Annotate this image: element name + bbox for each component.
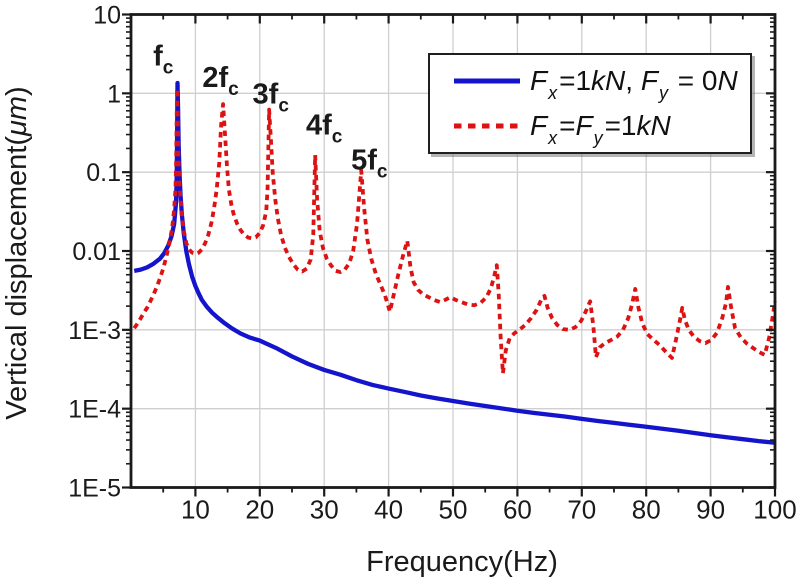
peak-label-sub: c	[377, 161, 388, 182]
legend-item-label: Fx=1kN, Fy = 0N	[530, 64, 738, 102]
legend-item: Fx=1kN, Fy = 0N	[452, 59, 746, 103]
legend-label-part: kN	[591, 64, 626, 96]
legend: Fx=1kN, Fy = 0N Fx=Fy=1kN	[428, 53, 752, 154]
legend-solid-line-swatch	[454, 78, 520, 84]
peak-label: 5fc	[351, 144, 388, 182]
y-axis-label-part: Vertical displacement(	[1, 136, 33, 420]
y-axis-label-part: μm	[1, 96, 33, 137]
x-axis-label: Frequency(Hz)	[366, 546, 558, 578]
legend-label-part: =1	[604, 110, 637, 142]
y-tick-label: 1	[107, 80, 121, 108]
legend-label-part: y	[658, 82, 668, 103]
x-tick-label: 90	[696, 495, 725, 525]
y-tick-label: 1E-5	[68, 475, 121, 503]
legend-label-part: kN	[636, 110, 671, 142]
legend-label-part: F	[530, 64, 548, 96]
axes-layer	[122, 13, 777, 497]
y-axis-label-part: )	[1, 86, 33, 96]
y-axis-label: Vertical displacement(μm)	[1, 86, 33, 419]
legend-label-part: x	[548, 82, 558, 103]
peak-label-main: 2f	[202, 62, 228, 94]
series-line-1	[132, 86, 777, 376]
x-tick-label: 20	[245, 495, 274, 525]
x-tick-label: 50	[439, 495, 468, 525]
legend-dashed-line-swatch	[454, 123, 520, 129]
peak-label-sub: c	[228, 79, 239, 100]
y-tick-label: 0.1	[86, 159, 121, 187]
peak-label-sub: c	[163, 58, 174, 79]
peak-label-sub: c	[332, 127, 343, 148]
x-tick-label: 70	[567, 495, 596, 525]
y-tick-label: 0.01	[72, 238, 121, 266]
peak-label: 4fc	[306, 110, 343, 148]
peak-label-main: 4f	[306, 110, 332, 142]
x-tick-label: 60	[503, 495, 532, 525]
legend-label-part: ,	[625, 64, 641, 96]
x-tick-label: 30	[310, 495, 339, 525]
legend-item-label: Fx=Fy=1kN	[530, 110, 671, 148]
legend-label-part: =	[559, 110, 576, 142]
peak-label-main: f	[153, 41, 163, 73]
legend-label-part: N	[717, 64, 738, 96]
x-tick-label: 100	[753, 495, 796, 525]
legend-label-part: x	[548, 128, 558, 149]
peak-label: 3fc	[253, 78, 290, 116]
legend-label-part: F	[530, 110, 548, 142]
peak-label: 2fc	[202, 62, 239, 100]
x-tick-label: 10	[181, 495, 210, 525]
peak-label-sub: c	[278, 95, 289, 116]
x-tick-label: 80	[632, 495, 661, 525]
peak-label-main: 5f	[351, 144, 377, 176]
tick-label-layer: 10 20 30 40 50 60 70 80 90 100 10 1 0.1 0.01 1E-3 1E-4 1…	[68, 2, 797, 525]
y-tick-label: 1E-3	[68, 317, 121, 345]
peak-label: fc	[153, 41, 174, 79]
legend-label-part: y	[593, 128, 603, 149]
legend-label-part: F	[640, 64, 658, 96]
legend-label-part: F	[575, 110, 593, 142]
y-tick-label: 10	[93, 2, 121, 30]
legend-item: Fx=Fy=1kN	[452, 105, 746, 149]
series-layer	[132, 80, 777, 445]
legend-label-part: =1	[559, 64, 592, 96]
legend-label-part: = 0	[669, 64, 718, 96]
x-tick-label: 40	[374, 495, 403, 525]
y-tick-label: 1E-4	[68, 396, 121, 424]
peak-label-main: 3f	[253, 78, 279, 110]
